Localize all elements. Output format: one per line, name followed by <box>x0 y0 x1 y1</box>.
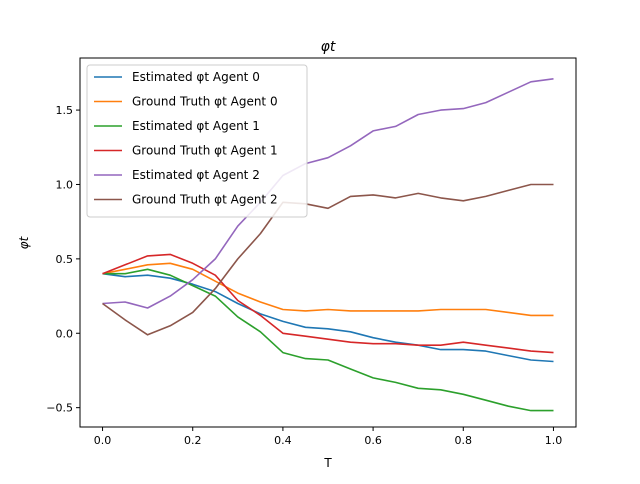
y-tick-label: 1.0 <box>56 178 74 191</box>
series-line-4 <box>102 78 554 309</box>
series-line-0 <box>102 272 554 363</box>
legend: Estimated φt Agent 0 Ground Truth φt Agen… <box>86 64 308 218</box>
series-line-5 <box>102 183 554 336</box>
x-axis-label: T <box>323 456 332 470</box>
series-line-2 <box>102 268 554 412</box>
legend-label-0: Estimated φt Agent 0 <box>132 70 260 84</box>
legend-label-5: Ground Truth φt Agent 2 <box>132 193 278 207</box>
y-tick-label: 0.5 <box>56 253 74 266</box>
series-line-1 <box>102 262 554 317</box>
legend-label-4: Estimated φt Agent 2 <box>132 168 260 182</box>
y-axis-ticks: −0.5 0.0 0.5 1.0 1.5 <box>46 104 80 415</box>
plot-frame <box>79 57 577 428</box>
x-tick-label: 1.0 <box>545 434 563 447</box>
series-line-3 <box>102 253 554 354</box>
x-tick-label: 0.0 <box>94 434 112 447</box>
legend-box <box>86 64 308 218</box>
legend-items: Estimated φt Agent 0 Ground Truth φt Agen… <box>94 70 278 207</box>
legend-label-2: Estimated φt Agent 1 <box>132 119 260 133</box>
y-tick-label: 0.0 <box>56 327 74 340</box>
x-tick-label: 0.8 <box>455 434 473 447</box>
y-axis-label: φt <box>17 235 31 249</box>
legend-label-3: Ground Truth φt Agent 1 <box>132 144 278 158</box>
x-tick-label: 0.6 <box>364 434 382 447</box>
y-tick-label: 1.5 <box>56 104 74 117</box>
x-tick-label: 0.4 <box>274 434 292 447</box>
x-axis-ticks: 0.0 0.2 0.4 0.6 0.8 1.0 <box>94 427 562 447</box>
legend-label-1: Ground Truth φt Agent 0 <box>132 95 278 109</box>
chart-title: φt <box>321 39 336 55</box>
x-tick-label: 0.2 <box>184 434 202 447</box>
y-tick-label: −0.5 <box>46 402 73 415</box>
series-layer <box>102 78 554 412</box>
